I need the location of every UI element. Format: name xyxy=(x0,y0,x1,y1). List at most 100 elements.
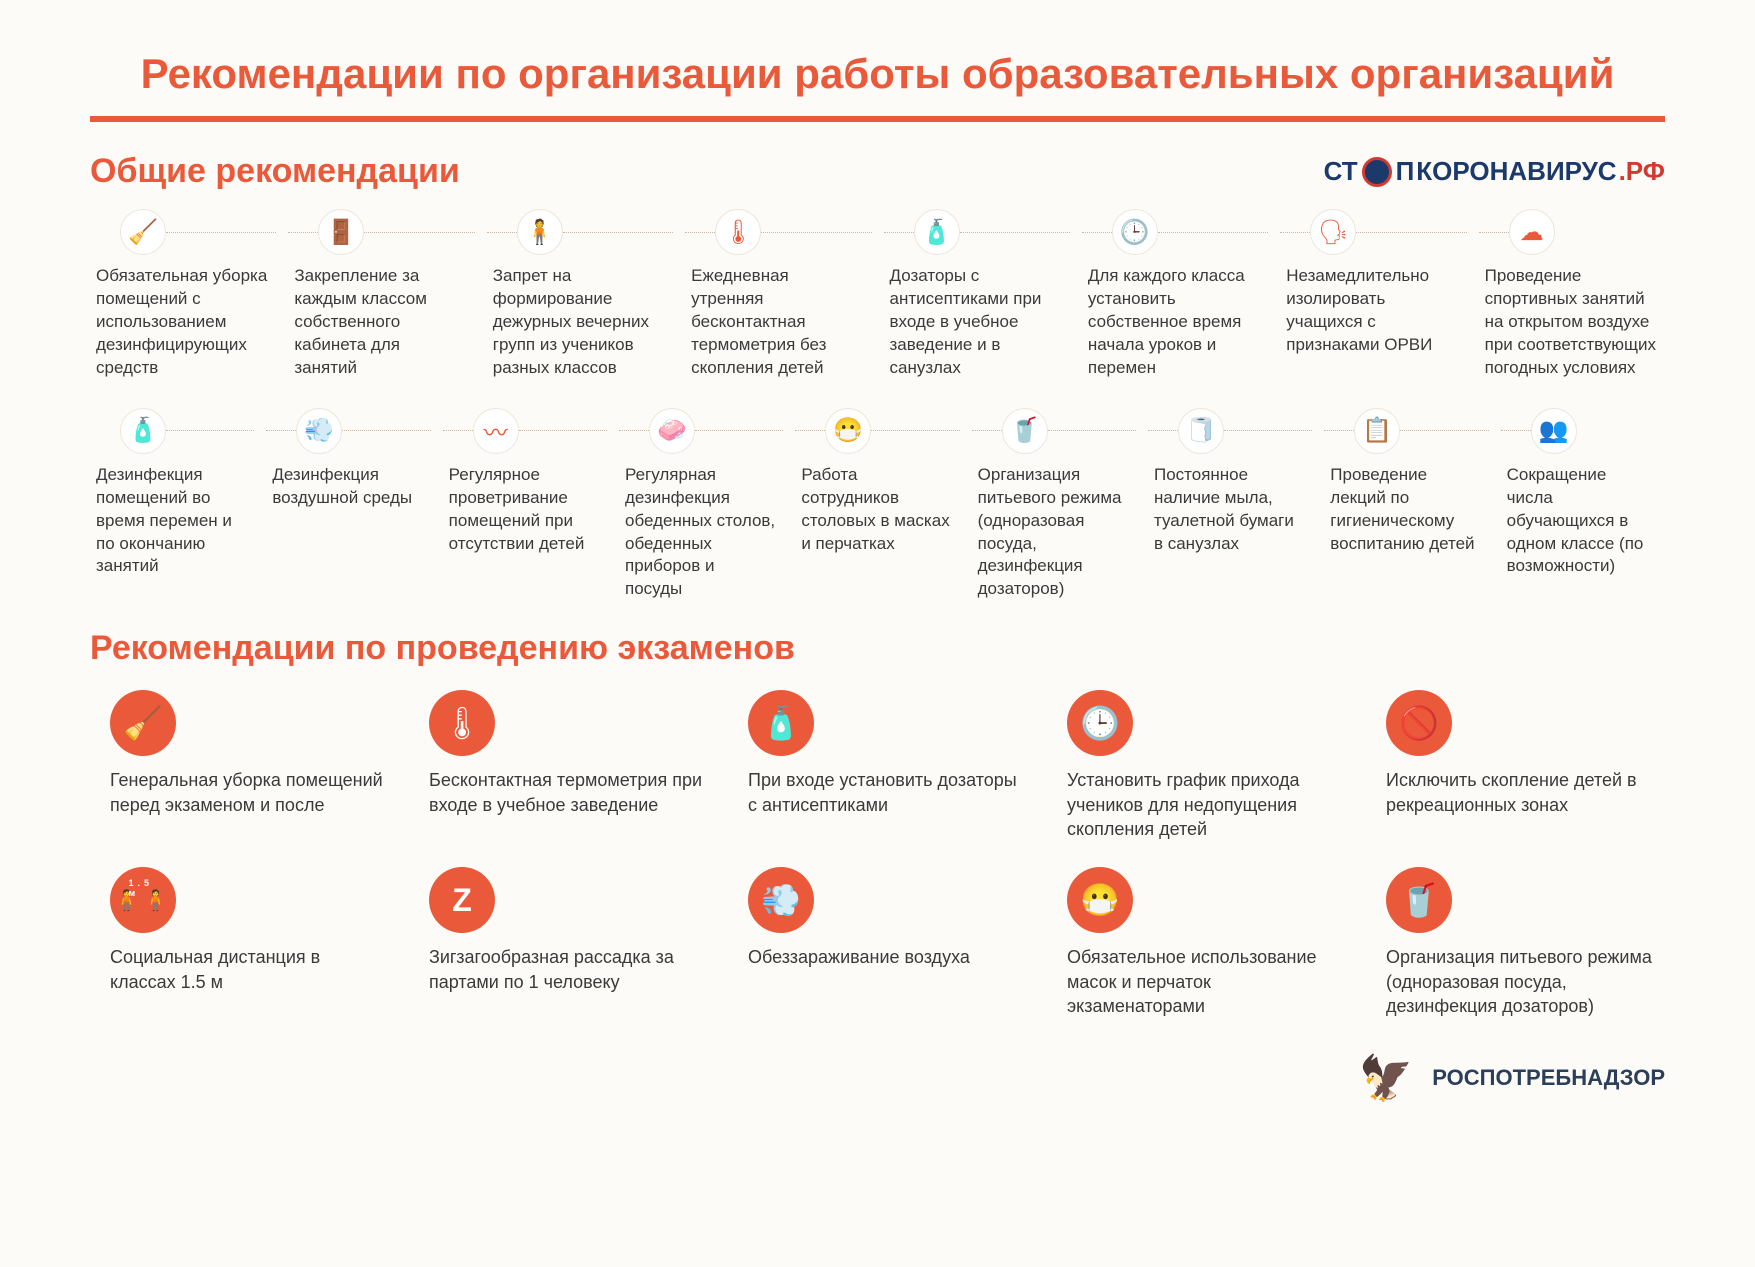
icon-row: 😷 xyxy=(795,408,959,454)
general-row-1: 🧹 Обязательная уборка помещений с использ… xyxy=(90,209,1665,380)
item-icon: 🧻 xyxy=(1178,408,1224,454)
general-cell: 👥Сокращение числа обучающихся в одном кл… xyxy=(1501,408,1665,602)
connector xyxy=(1324,430,1354,431)
connector xyxy=(1158,232,1268,233)
item-text: Обязательная уборка помещений с использо… xyxy=(90,265,276,380)
connector xyxy=(166,232,276,233)
item-text: Незамедлительно изолировать учащихся с п… xyxy=(1280,265,1466,357)
exam-item-text: Установить график прихода учеников для н… xyxy=(1067,768,1346,841)
brand-part2: П xyxy=(1396,156,1415,187)
exam-cell: 😷 Обязательное использование масок и перч… xyxy=(1067,867,1346,1018)
connector xyxy=(1400,430,1488,431)
connector xyxy=(1148,430,1178,431)
exam-item-icon: 🥤 xyxy=(1386,867,1452,933)
icon-row: 🕒 xyxy=(1082,209,1268,255)
item-text: Дозаторы с антисептиками при входе в уче… xyxy=(884,265,1070,380)
item-text: Ежедневная утренняя бесконтактная термом… xyxy=(685,265,871,380)
divider-rule xyxy=(90,116,1665,122)
icon-row: ☁ xyxy=(1479,209,1665,255)
icon-row: 🧻 xyxy=(1148,408,1312,454)
connector xyxy=(342,430,430,431)
connector xyxy=(1479,232,1509,233)
exam-item-text: При входе установить дозаторы с антисепт… xyxy=(748,768,1027,817)
item-icon: 🧍 xyxy=(517,209,563,255)
connector xyxy=(1224,430,1312,431)
exam-item-icon: 🧹 xyxy=(110,690,176,756)
general-cell: 🧍Запрет на формирование дежурных вечерни… xyxy=(487,209,673,380)
exam-item-icon: 😷 xyxy=(1067,867,1133,933)
icon-row: 🗣 xyxy=(1280,209,1466,255)
item-icon: 🥤 xyxy=(1002,408,1048,454)
connector xyxy=(563,232,673,233)
item-text: Закрепление за каждым классом собственно… xyxy=(288,265,474,380)
general-cell: 📋 Проведение лекций по гигиеническому вос… xyxy=(1324,408,1488,602)
exam-cell: 🕒 Установить график прихода учеников для … xyxy=(1067,690,1346,841)
item-icon: 🕒 xyxy=(1112,209,1158,255)
section-header-row: Общие рекомендации СТ П КОРОНАВИРУС .РФ xyxy=(90,152,1665,191)
general-cell: 🥤 Организация питьевого режима (одноразов… xyxy=(972,408,1136,602)
general-cell: 🗣 Незамедлительно изолировать учащихся с … xyxy=(1280,209,1466,380)
exam-cell: 🌡 Бесконтактная термометрия при входе в у… xyxy=(429,690,708,841)
connector xyxy=(1501,430,1531,431)
item-icon: 💨 xyxy=(296,408,342,454)
general-cell: 🧴 Дезинфекция помещений во время перемен … xyxy=(90,408,254,602)
general-cell: 🧻Постоянное наличие мыла, туалетной бума… xyxy=(1148,408,1312,602)
item-text: Организация питьевого режима (одноразова… xyxy=(972,464,1136,602)
icon-row: 〰 xyxy=(443,408,607,454)
general-cell: ☁ Проведение спортивных занятий на открыт… xyxy=(1479,209,1665,380)
general-cell: 🕒Для каждого класса установить собственн… xyxy=(1082,209,1268,380)
virus-icon xyxy=(1362,157,1392,187)
connector xyxy=(288,232,318,233)
connector xyxy=(1356,232,1466,233)
distance-icon: 1.5 м🧍🧍 xyxy=(110,867,176,933)
brand-part4: .РФ xyxy=(1619,156,1665,187)
icon-row: 📋 xyxy=(1324,408,1488,454)
exam-item-icon: 🕒 xyxy=(1067,690,1133,756)
main-title: Рекомендации по организации работы образ… xyxy=(90,50,1665,98)
connector xyxy=(972,430,1002,431)
exam-item-text: Социальная дистанция в классах 1.5 м xyxy=(110,945,389,994)
section-exam-title: Рекомендации по проведению экзаменов xyxy=(90,629,1665,668)
exam-cell: 🧴При входе установить дозаторы с антисеп… xyxy=(748,690,1027,841)
icon-row: 🚪 xyxy=(288,209,474,255)
item-icon: 🚪 xyxy=(318,209,364,255)
exam-cell: 💨Обеззараживание воздуха xyxy=(748,867,1027,1018)
general-cell: 🧼Регулярная дезинфекция обеденных столов… xyxy=(619,408,783,602)
brand-part3: КОРОНАВИРУС xyxy=(1416,156,1616,187)
exam-cell: 🥤 Организация питьевого режима (одноразов… xyxy=(1386,867,1665,1018)
general-row-2: 🧴 Дезинфекция помещений во время перемен … xyxy=(90,408,1665,602)
exam-item-text: Организация питьевого режима (одноразова… xyxy=(1386,945,1665,1018)
exam-item-text: Обязательное использование масок и перча… xyxy=(1067,945,1346,1018)
icon-row: 🧴 xyxy=(884,209,1070,255)
general-cell: 💨 Дезинфекция воздушной среды xyxy=(266,408,430,602)
connector xyxy=(1048,430,1136,431)
item-text: Дезинфекция помещений во время перемен и… xyxy=(90,464,254,579)
item-text: Дезинфекция воздушной среды xyxy=(266,464,430,510)
item-text: Проведение лекций по гигиеническому восп… xyxy=(1324,464,1488,556)
item-icon: 🧹 xyxy=(120,209,166,255)
icon-row: 👥 xyxy=(1501,408,1665,454)
connector xyxy=(871,430,959,431)
connector xyxy=(1280,232,1310,233)
item-icon: 🌡 xyxy=(715,209,761,255)
exam-cell: 1.5 м🧍🧍 Социальная дистанция в классах 1.… xyxy=(110,867,389,1018)
item-icon: 〰 xyxy=(473,408,519,454)
exam-item-icon: 💨 xyxy=(748,867,814,933)
item-icon: ☁ xyxy=(1509,209,1555,255)
connector xyxy=(619,430,649,431)
item-text: Проведение спортивных занятий на открыто… xyxy=(1479,265,1665,380)
section-general-title: Общие рекомендации xyxy=(90,152,460,191)
item-icon: 📋 xyxy=(1354,408,1400,454)
icon-row: 🌡 xyxy=(685,209,871,255)
item-icon: 🧴 xyxy=(120,408,166,454)
exam-item-text: Бесконтактная термометрия при входе в уч… xyxy=(429,768,708,817)
connector xyxy=(519,430,607,431)
exam-item-icon: Z xyxy=(429,867,495,933)
footer-label: РОСПОТРЕБНАДЗОР xyxy=(1432,1065,1665,1091)
connector xyxy=(266,430,296,431)
exam-item-icon: 🌡 xyxy=(429,690,495,756)
icon-row: 💨 xyxy=(266,408,430,454)
general-cell: 🧴 Дозаторы с антисептиками при входе в уч… xyxy=(884,209,1070,380)
connector xyxy=(695,430,783,431)
item-icon: 😷 xyxy=(825,408,871,454)
